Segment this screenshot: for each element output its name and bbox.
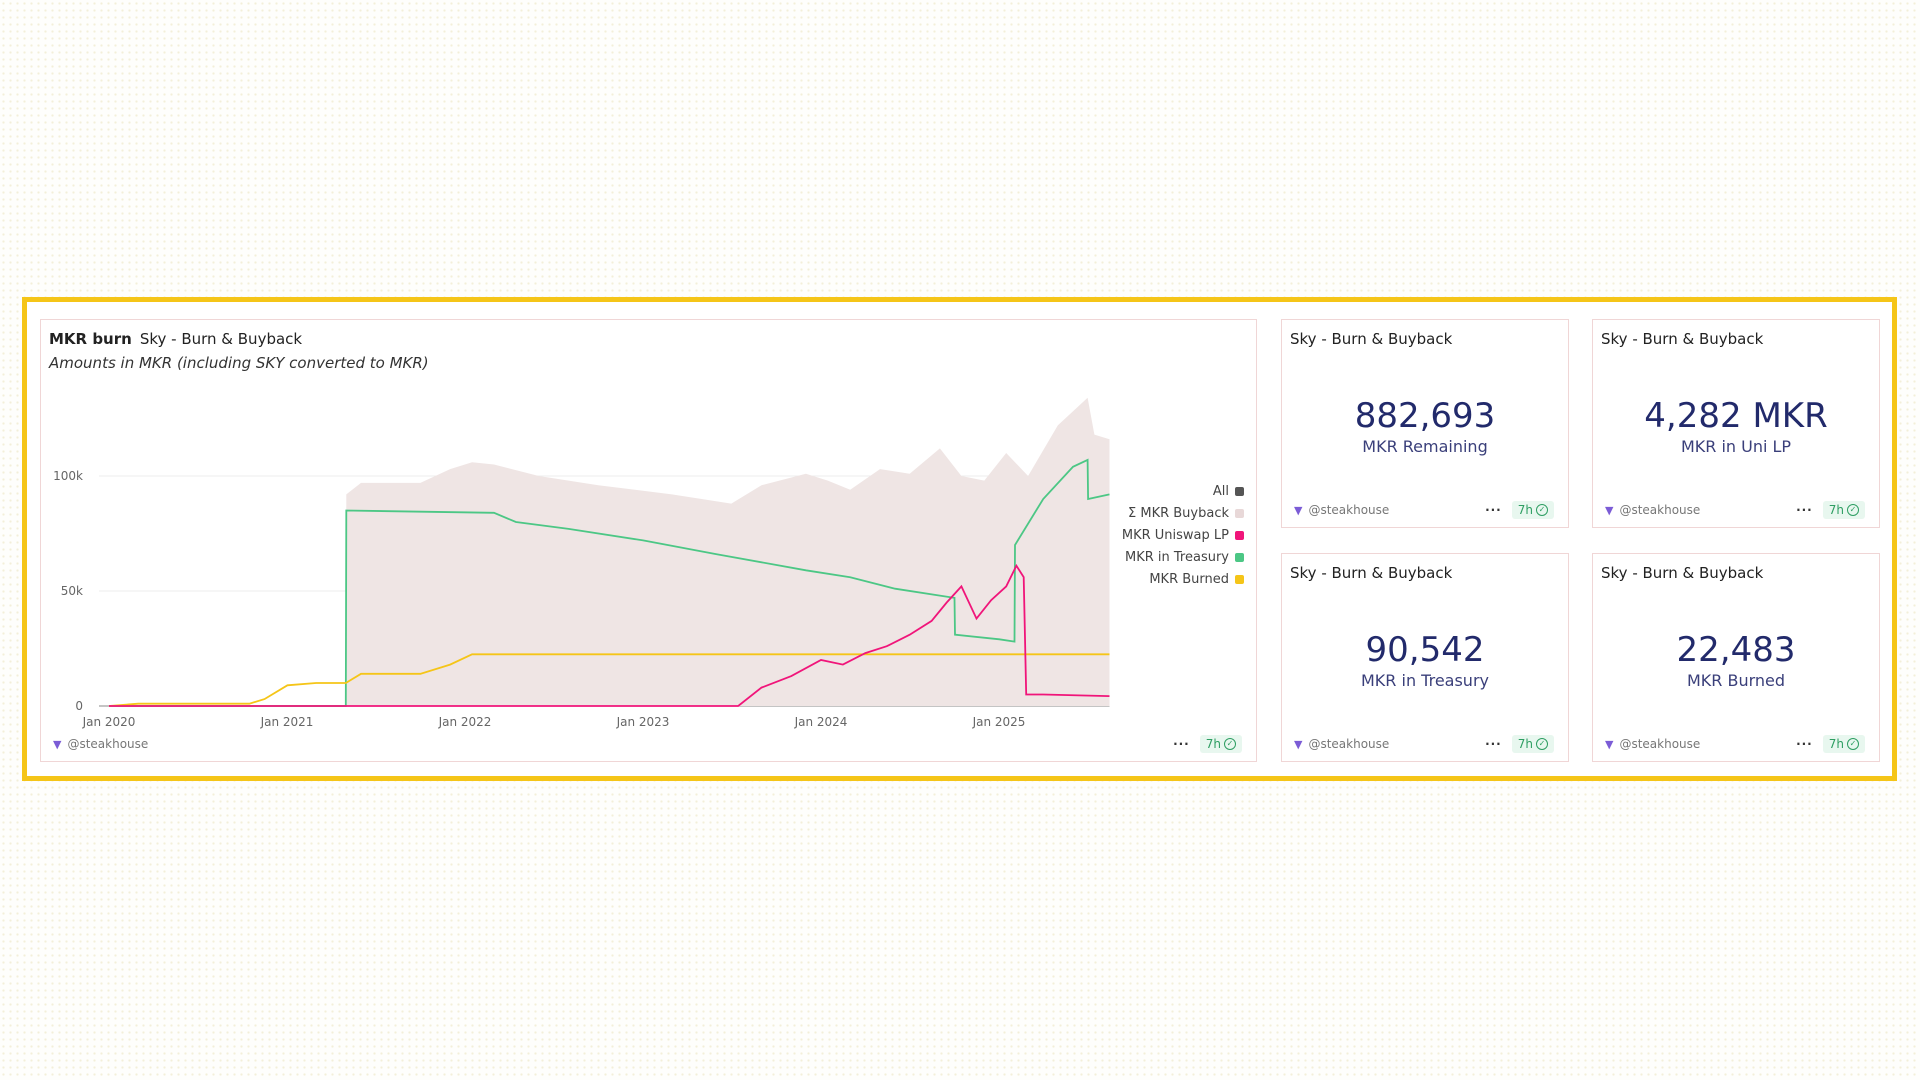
age-text: 7h	[1828, 737, 1844, 751]
author-name: @steakhouse	[67, 737, 149, 751]
x-tick-label: Jan 2020	[82, 715, 136, 729]
legend-item[interactable]: Σ MKR Buyback	[1122, 502, 1244, 524]
legend-swatch	[1235, 552, 1244, 562]
check-circle-icon: ✓	[1224, 738, 1236, 750]
freshness-badge: 7h ✓	[1199, 735, 1242, 753]
more-options-icon[interactable]: ···	[1485, 737, 1502, 751]
x-tick-label: Jan 2021	[260, 715, 314, 729]
author-name: @steakhouse	[1619, 503, 1701, 517]
legend-item[interactable]: MKR in Treasury	[1122, 546, 1244, 568]
legend-swatch	[1235, 486, 1244, 496]
series-line-mkr-burned	[108, 653, 1110, 707]
age-text: 7h	[1517, 737, 1533, 751]
series-line-mkr-in-treasury	[109, 458, 1110, 707]
y-tick-label: 0	[75, 699, 83, 713]
card-value: 22,483	[1676, 630, 1796, 670]
check-circle-icon: ✓	[1536, 738, 1548, 750]
card-title: Sky - Burn & Buyback	[1601, 564, 1764, 582]
card-label: MKR in Uni LP	[1680, 437, 1792, 456]
chart-title: MKR burn Sky - Burn & Buyback	[49, 330, 302, 348]
legend-swatch	[1235, 530, 1244, 540]
card-title: Sky - Burn & Buyback	[1290, 564, 1453, 582]
x-tick-label: Jan 2022	[438, 715, 492, 729]
freshness-badge: 7h ✓	[1822, 501, 1865, 519]
chart-title-bold: MKR burn	[49, 330, 132, 348]
series-line-mkr-uniswap-lp	[109, 563, 1110, 707]
age-text: 7h	[1517, 503, 1533, 517]
legend-item[interactable]: All	[1122, 480, 1244, 502]
age-text: 7h	[1828, 503, 1844, 517]
chart-legend: All Σ MKR Buyback MKR Uniswap LP MKR in Tre…	[1122, 480, 1244, 590]
series-area-buyback	[109, 397, 1110, 706]
check-circle-icon: ✓	[1847, 504, 1859, 516]
author-name: @steakhouse	[1619, 737, 1701, 751]
author-link[interactable]: ▼ @steakhouse	[1605, 737, 1700, 751]
age-text: 7h	[1205, 737, 1221, 751]
counter-card: Sky - Burn & Buyback 22,483 MKR Burned ▼…	[1592, 553, 1880, 762]
x-tick-label: Jan 2024	[794, 715, 848, 729]
more-options-icon[interactable]: ···	[1796, 503, 1813, 517]
author-link[interactable]: ▼ @steakhouse	[53, 737, 148, 751]
dune-logo-icon: ▼	[1605, 737, 1614, 751]
more-options-icon[interactable]: ···	[1485, 503, 1502, 517]
author-link[interactable]: ▼ @steakhouse	[1605, 503, 1700, 517]
more-options-icon[interactable]: ···	[1796, 737, 1813, 751]
chart-title-text: Sky - Burn & Buyback	[139, 330, 303, 348]
counter-card: Sky - Burn & Buyback 882,693 MKR Remaini…	[1281, 319, 1569, 528]
dune-logo-icon: ▼	[1294, 737, 1303, 751]
chart-panel: MKR burn Sky - Burn & Buyback Amounts in …	[40, 319, 1257, 762]
dune-logo-icon: ▼	[1605, 503, 1614, 517]
legend-label: MKR in Treasury	[1125, 549, 1229, 565]
card-title: Sky - Burn & Buyback	[1290, 330, 1453, 348]
more-options-icon[interactable]: ···	[1173, 737, 1190, 751]
legend-swatch	[1235, 508, 1244, 518]
card-label: MKR in Treasury	[1361, 671, 1489, 690]
legend-label: MKR Uniswap LP	[1121, 527, 1229, 543]
freshness-badge: 7h ✓	[1511, 735, 1554, 753]
counter-card: Sky - Burn & Buyback 90,542 MKR in Treas…	[1281, 553, 1569, 762]
legend-label: Σ MKR Buyback	[1128, 505, 1229, 521]
card-value: 882,693	[1354, 396, 1496, 436]
card-title: Sky - Burn & Buyback	[1601, 330, 1764, 348]
author-link[interactable]: ▼ @steakhouse	[1294, 737, 1389, 751]
author-link[interactable]: ▼ @steakhouse	[1294, 503, 1389, 517]
author-name: @steakhouse	[1308, 503, 1390, 517]
legend-item[interactable]: MKR Burned	[1122, 568, 1244, 590]
chart-svg: 0 50k 100k Jan 2020 Jan 2021 Jan 2022 Jan 2023…	[53, 397, 1110, 729]
legend-label: All	[1212, 483, 1229, 499]
y-tick-label: 50k	[61, 584, 83, 598]
legend-swatch	[1235, 574, 1244, 584]
freshness-badge: 7h ✓	[1822, 735, 1865, 753]
chart-subtitle: Amounts in MKR (including SKY converted …	[49, 354, 429, 372]
check-circle-icon: ✓	[1536, 504, 1548, 516]
card-value: 90,542	[1365, 630, 1485, 670]
x-tick-label: Jan 2025	[972, 715, 1026, 729]
card-label: MKR Remaining	[1362, 437, 1488, 456]
y-tick-label: 100k	[53, 469, 83, 483]
x-tick-label: Jan 2023	[616, 715, 670, 729]
legend-label: MKR Burned	[1149, 571, 1229, 587]
dune-logo-icon: ▼	[53, 737, 62, 751]
freshness-badge: 7h ✓	[1511, 501, 1554, 519]
check-circle-icon: ✓	[1847, 738, 1859, 750]
card-value: 4,282 MKR	[1644, 396, 1828, 436]
author-name: @steakhouse	[1308, 737, 1390, 751]
legend-item[interactable]: MKR Uniswap LP	[1122, 524, 1244, 546]
dune-logo-icon: ▼	[1294, 503, 1303, 517]
card-label: MKR Burned	[1686, 671, 1786, 690]
counter-card: Sky - Burn & Buyback 4,282 MKR MKR in Un…	[1592, 319, 1880, 528]
